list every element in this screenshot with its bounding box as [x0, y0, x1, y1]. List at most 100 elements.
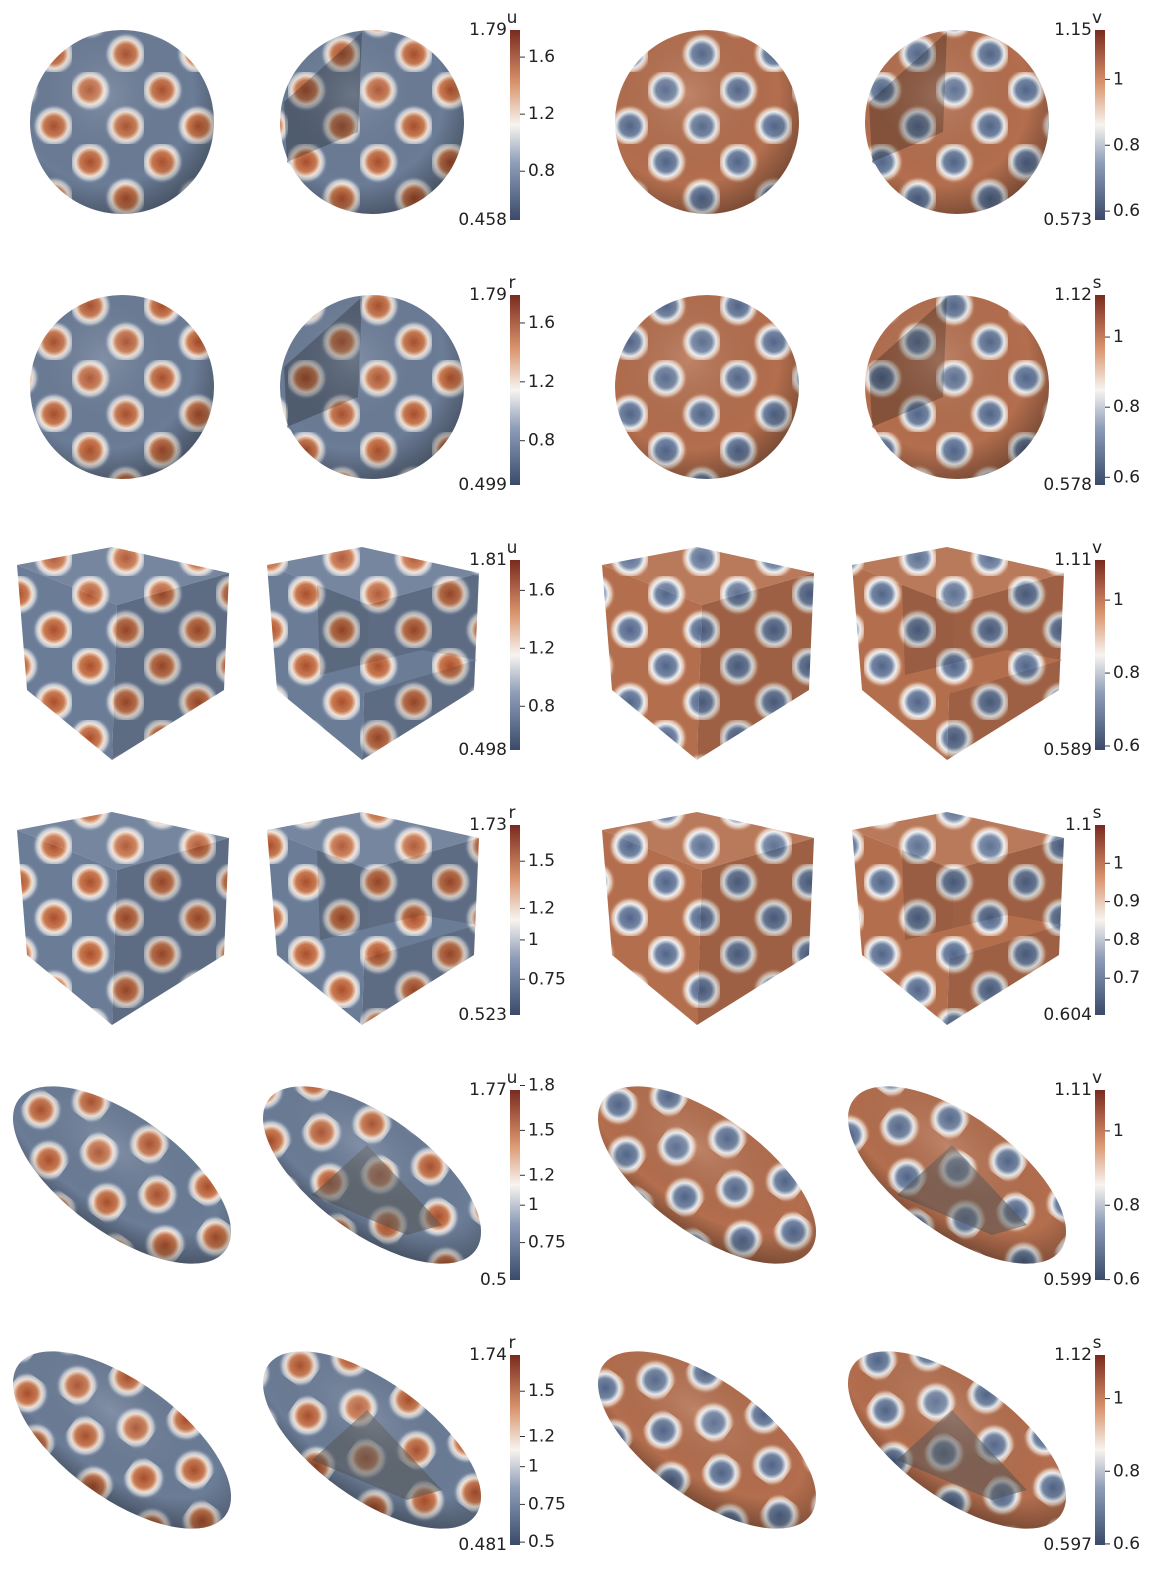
colorbar-min: 0.597	[1043, 1535, 1092, 1555]
colorbar-max: 1.79	[469, 20, 507, 40]
colorbar-tick-label: 0.8	[1113, 135, 1140, 155]
colorbar-max: 1.73	[469, 815, 507, 835]
colorbar-gradient	[1095, 30, 1105, 220]
colorbar-variable: v	[1092, 538, 1102, 558]
colorbar-tick-label: 0.5	[528, 1532, 555, 1552]
panel: u1.790.4581.61.20.8	[30, 8, 555, 230]
shading	[865, 30, 1049, 214]
colorbar-tick-label: 1.2	[528, 638, 555, 658]
colorbar-min: 0.499	[458, 475, 507, 495]
shading	[0, 1053, 260, 1297]
colorbar-tick-label: 0.6	[1113, 736, 1140, 756]
shading	[569, 1053, 844, 1297]
colorbar: v1.110.59910.80.6	[1043, 1068, 1140, 1290]
colorbar-gradient	[1095, 1355, 1105, 1545]
colorbar-variable: u	[507, 1068, 518, 1088]
colorbar-gradient	[1095, 1090, 1105, 1280]
colorbar-tick-label: 1.6	[528, 313, 555, 333]
colorbar-gradient	[1095, 295, 1105, 485]
colorbar-tick-label: 1.5	[528, 1381, 555, 1401]
colorbar-tick-label: 1.2	[528, 1165, 555, 1185]
colorbar-min: 0.604	[1043, 1005, 1092, 1025]
colorbar-tick-label: 1.5	[528, 1120, 555, 1140]
colorbar-min: 0.599	[1043, 1270, 1092, 1290]
colorbar-tick-label: 0.7	[1113, 968, 1140, 988]
colorbar-tick-label: 0.75	[528, 1233, 566, 1253]
colorbar-max: 1.77	[469, 1080, 507, 1100]
colorbar-variable: v	[1092, 8, 1102, 28]
colorbar-tick-label: 1.6	[528, 580, 555, 600]
shading	[280, 30, 464, 214]
shading	[569, 1318, 844, 1562]
shading	[865, 295, 1049, 479]
colorbar-tick-label: 0.8	[1113, 1461, 1140, 1481]
colorbar-tick-label: 0.8	[1113, 663, 1140, 683]
shading	[30, 295, 214, 479]
panel: r1.790.4991.61.20.8	[30, 273, 555, 495]
colorbar-max: 1.11	[1054, 550, 1092, 570]
colorbar-tick-label: 1	[528, 1195, 539, 1215]
colorbar-tick-label: 1.5	[528, 851, 555, 871]
colorbar-tick-label: 1	[1113, 1121, 1124, 1141]
colorbar-variable: r	[509, 1333, 516, 1353]
colorbar-tick-label: 0.6	[1113, 1534, 1140, 1554]
colorbar-gradient	[510, 1090, 520, 1280]
colorbar: v1.150.57310.80.6	[1043, 8, 1140, 230]
colorbar-max: 1.1	[1065, 815, 1092, 835]
colorbar-gradient	[510, 295, 520, 485]
colorbar-tick-label: 0.8	[528, 696, 555, 716]
colorbar-tick-label: 0.6	[1113, 467, 1140, 487]
colorbar-min: 0.578	[1043, 475, 1092, 495]
colorbar-max: 1.12	[1054, 285, 1092, 305]
colorbar-gradient	[510, 560, 520, 750]
figure: u1.790.4581.61.20.8v1.150.57310.80.6r1.7…	[0, 0, 1169, 1591]
colorbar-max: 1.74	[469, 1345, 507, 1365]
colorbar-min: 0.5	[480, 1270, 507, 1290]
colorbar-tick-label: 0.8	[528, 161, 555, 181]
colorbar-min: 0.523	[458, 1005, 507, 1025]
colorbar-tick-label: 1	[1113, 853, 1124, 873]
colorbar-tick-label: 0.8	[1113, 930, 1140, 950]
colorbar-variable: r	[509, 803, 516, 823]
colorbar-tick-label: 1.6	[528, 47, 555, 67]
colorbar-min: 0.458	[458, 210, 507, 230]
colorbar: u1.770.51.81.51.210.75	[469, 1068, 566, 1290]
colorbar-min: 0.573	[1043, 210, 1092, 230]
colorbar-gradient	[510, 825, 520, 1015]
shading	[30, 30, 214, 214]
colorbar-max: 1.79	[469, 285, 507, 305]
colorbar-variable: s	[1093, 1333, 1102, 1353]
colorbar-tick-label: 1.2	[528, 1426, 555, 1446]
colorbar-variable: s	[1093, 803, 1102, 823]
colorbar-tick-label: 0.75	[528, 969, 566, 989]
colorbar-gradient	[510, 1355, 520, 1545]
panel: v1.11 0.589 1 0.8 0.6	[602, 538, 1140, 760]
colorbar-min: 0.498	[458, 740, 507, 760]
colorbar-tick-label: 1.2	[528, 104, 555, 124]
colorbar-tick-label: 1	[1113, 69, 1124, 89]
colorbar-variable: v	[1092, 1068, 1102, 1088]
colorbar: s1.120.57810.80.6	[1043, 273, 1140, 495]
colorbar-variable: u	[507, 538, 518, 558]
shading	[0, 1318, 260, 1562]
colorbar-variable: r	[509, 273, 516, 293]
colorbar-tick-label: 1	[528, 1457, 539, 1477]
colorbar-tick-label: 0.6	[1113, 201, 1140, 221]
colorbar-min: 0.589	[1043, 740, 1092, 760]
colorbar-tick-label: 1	[1113, 590, 1124, 610]
colorbar-tick-label: 1	[1113, 1389, 1124, 1409]
shading	[615, 30, 799, 214]
colorbar-gradient	[1095, 560, 1105, 750]
shading	[280, 295, 464, 479]
colorbar-gradient	[510, 30, 520, 220]
panel: s1.10.60410.90.80.7	[602, 803, 1140, 1025]
